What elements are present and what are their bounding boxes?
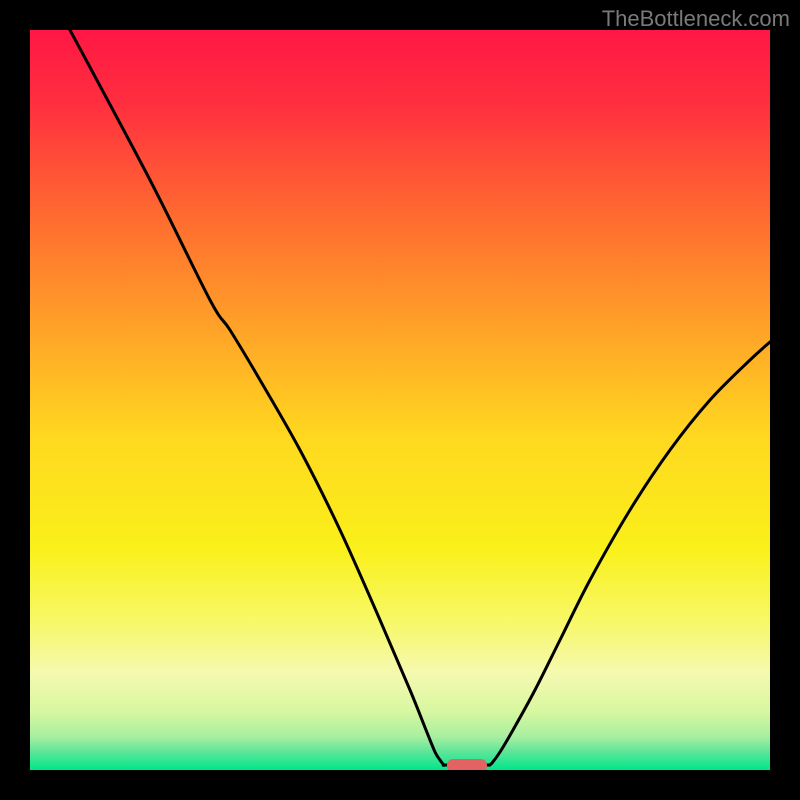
minimum-marker	[447, 759, 487, 770]
bottleneck-curve-layer	[30, 30, 770, 770]
bottleneck-curve	[70, 30, 770, 765]
watermark-text: TheBottleneck.com	[602, 6, 790, 32]
bottleneck-plot-area	[30, 30, 770, 770]
